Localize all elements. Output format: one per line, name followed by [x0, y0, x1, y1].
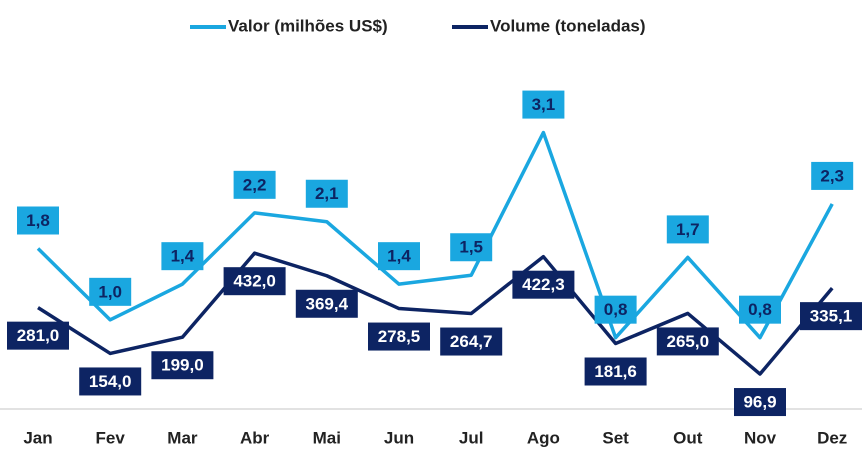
legend-label: Volume (toneladas) [490, 16, 646, 35]
data-label: 1,7 [676, 220, 700, 239]
x-tick-label: Jan [23, 428, 52, 447]
data-label-box [512, 270, 575, 299]
data-label: 199,0 [161, 356, 204, 375]
data-label: 0,8 [604, 300, 628, 319]
data-label: 1,8 [26, 211, 50, 230]
data-label: 278,5 [378, 327, 421, 346]
data-label: 1,4 [171, 247, 195, 266]
series-line [37, 251, 834, 376]
data-label: 1,0 [98, 282, 122, 301]
data-label: 432,0 [233, 272, 276, 291]
x-tick-label: Set [602, 428, 629, 447]
data-label: 264,7 [450, 332, 493, 351]
data-label-box [79, 367, 142, 396]
x-tick-label: Mar [167, 428, 198, 447]
data-label: 422,3 [522, 275, 565, 294]
data-label-box [800, 302, 862, 331]
data-label: 335,1 [810, 307, 853, 326]
x-tick-label: Fev [96, 428, 126, 447]
data-label: 281,0 [17, 326, 60, 345]
x-tick-label: Abr [240, 428, 270, 447]
data-label: 265,0 [667, 332, 710, 351]
x-tick-label: Mai [313, 428, 341, 447]
data-label-box [584, 357, 647, 386]
x-tick-label: Jun [384, 428, 414, 447]
data-label-box [295, 289, 358, 318]
data-label-box [151, 351, 214, 380]
data-label-box [734, 388, 786, 417]
data-label: 96,9 [743, 393, 776, 412]
data-label-box [522, 90, 565, 119]
data-label: 181,6 [594, 362, 637, 381]
series-line [36, 130, 834, 340]
data-label-box [7, 321, 69, 350]
data-label: 3,1 [532, 95, 556, 114]
data-label-box [739, 295, 781, 324]
data-label-box [17, 206, 59, 235]
data-label: 2,2 [243, 175, 267, 194]
data-label-box [305, 179, 348, 208]
data-label-box [594, 295, 637, 324]
data-label-box [440, 327, 503, 356]
data-label: 2,3 [820, 166, 844, 185]
data-label-box [161, 242, 204, 271]
legend-label: Valor (milhões US$) [228, 16, 388, 35]
data-label-box [811, 161, 854, 190]
data-label: 369,4 [306, 294, 349, 313]
data-label-box [450, 233, 493, 262]
data-label-box [666, 215, 709, 244]
data-label: 1,4 [387, 247, 411, 266]
data-label-box [368, 322, 430, 351]
data-label: 1,5 [459, 238, 483, 257]
data-label-box [378, 242, 420, 271]
data-label: 2,1 [315, 184, 339, 203]
data-label-box [656, 327, 719, 356]
x-tick-label: Dez [817, 428, 847, 447]
data-label: 0,8 [748, 300, 772, 319]
x-tick-label: Jul [459, 428, 484, 447]
x-tick-label: Ago [527, 428, 560, 447]
x-tick-label: Nov [744, 428, 777, 447]
x-tick-label: Out [673, 428, 703, 447]
data-label-box [89, 277, 132, 306]
data-label-box [233, 170, 276, 199]
data-label-box [223, 267, 286, 296]
data-label: 154,0 [89, 372, 132, 391]
